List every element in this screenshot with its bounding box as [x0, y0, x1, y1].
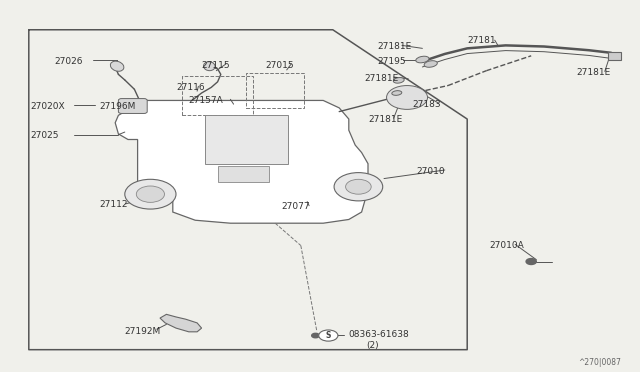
Circle shape [319, 330, 338, 341]
Text: 27020X: 27020X [31, 102, 65, 110]
Text: 27181E: 27181E [365, 74, 399, 83]
Text: 27181E: 27181E [576, 68, 611, 77]
Polygon shape [115, 100, 368, 223]
Text: 27115: 27115 [202, 61, 230, 70]
Text: (2): (2) [366, 341, 379, 350]
Text: 08363-61638: 08363-61638 [349, 330, 410, 339]
Text: 27181E: 27181E [378, 42, 412, 51]
Bar [182, 76, 253, 115]
Text: 27195: 27195 [378, 57, 406, 66]
Bar [205, 115, 288, 164]
Ellipse shape [110, 61, 124, 71]
Text: 27181E: 27181E [368, 115, 403, 124]
Text: 27183: 27183 [413, 100, 442, 109]
Text: 27196M: 27196M [99, 102, 136, 110]
Text: 27192M: 27192M [125, 327, 161, 336]
Bar [608, 52, 621, 60]
Circle shape [346, 179, 371, 194]
FancyBboxPatch shape [118, 99, 147, 113]
Circle shape [334, 173, 383, 201]
Bar [218, 166, 269, 182]
Circle shape [526, 259, 536, 264]
Ellipse shape [393, 77, 404, 83]
Text: 27077: 27077 [282, 202, 310, 211]
Circle shape [136, 186, 164, 202]
Text: S: S [326, 331, 331, 340]
Polygon shape [160, 314, 202, 332]
Text: 27010: 27010 [416, 167, 445, 176]
Bar [246, 73, 304, 108]
Ellipse shape [392, 91, 402, 95]
Text: 27157A: 27157A [189, 96, 223, 105]
Text: 27025: 27025 [31, 131, 60, 140]
Text: 27015: 27015 [266, 61, 294, 70]
Circle shape [387, 86, 428, 109]
Ellipse shape [416, 56, 429, 63]
Text: ^270|0087: ^270|0087 [578, 358, 621, 367]
Ellipse shape [204, 62, 215, 71]
Circle shape [312, 333, 319, 338]
Text: 27112: 27112 [99, 200, 128, 209]
Text: 27010A: 27010A [490, 241, 524, 250]
Text: 27116: 27116 [176, 83, 205, 92]
Text: 27026: 27026 [54, 57, 83, 66]
Ellipse shape [424, 61, 437, 67]
Circle shape [125, 179, 176, 209]
Text: 27181: 27181 [467, 36, 496, 45]
